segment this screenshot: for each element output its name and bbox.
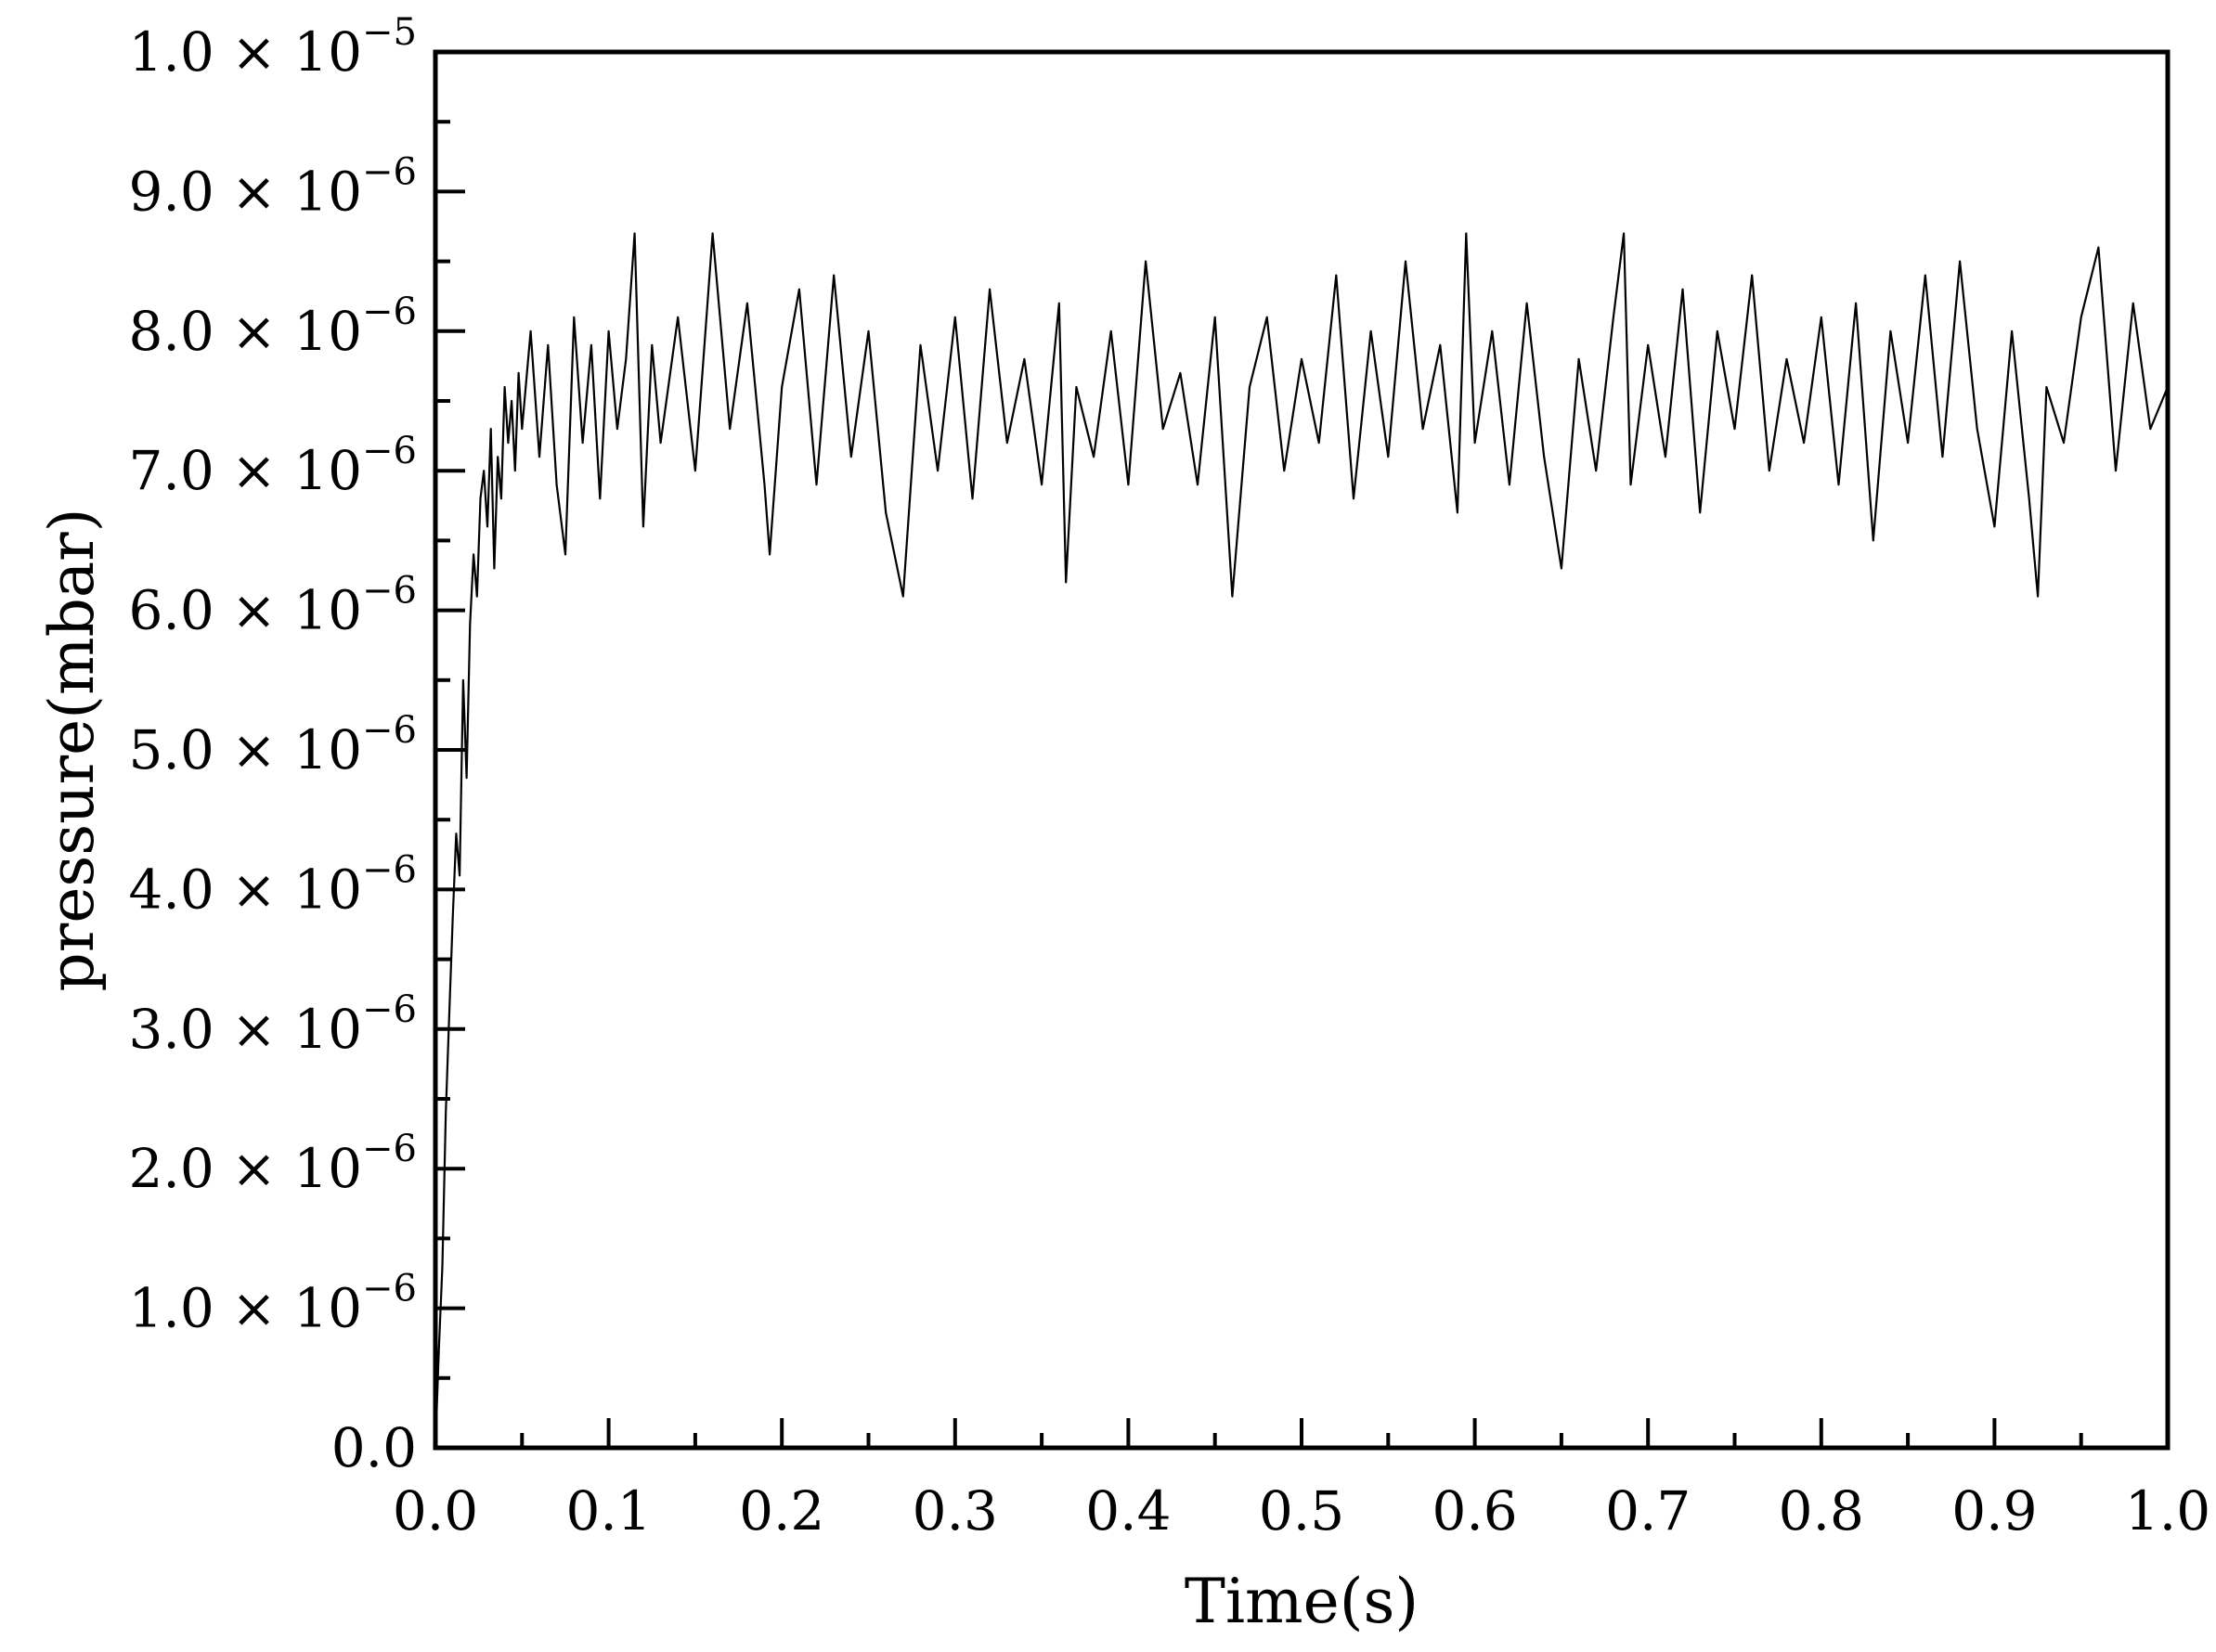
x-tick-label: 0.3 <box>913 1479 998 1542</box>
x-tick-label: 0.6 <box>1432 1479 1517 1542</box>
y-tick-label: 4.0 × 10−6 <box>129 848 417 921</box>
y-tick-label: 3.0 × 10−6 <box>129 988 417 1061</box>
x-tick-label: 0.9 <box>1951 1479 2037 1542</box>
y-tick-label: 7.0 × 10−6 <box>129 430 417 502</box>
y-tick-label: 2.0 × 10−6 <box>129 1128 417 1200</box>
y-tick-label: 1.0 × 10−6 <box>129 1268 417 1340</box>
x-tick-label: 0.4 <box>1085 1479 1171 1542</box>
chart-marks: 0.0 0.1 0.2 0.3 0.4 0.5 0.6 0.7 0.8 0.9 1.0 0.0 1.0 … <box>129 11 2211 1542</box>
x-tick-label: 0.7 <box>1605 1479 1691 1542</box>
y-tick-label: 1.0 × 10−5 <box>129 11 417 84</box>
y-tick-label: 5.0 × 10−6 <box>129 709 417 781</box>
x-tick-label: 1.0 <box>2125 1479 2210 1542</box>
x-tick-label: 0.2 <box>739 1479 824 1542</box>
x-axis-title: Time(s) <box>1185 1566 1419 1637</box>
x-tick-label: 0.1 <box>565 1479 651 1542</box>
y-tick-label: 6.0 × 10−6 <box>129 570 417 642</box>
x-tick-label: 0.5 <box>1259 1479 1344 1542</box>
pressure-series-line <box>434 232 2170 1449</box>
x-tick-label: 0.0 <box>393 1479 478 1542</box>
y-tick-label: 8.0 × 10−6 <box>129 290 417 363</box>
y-axis-title: pressure(mbar) <box>36 509 108 992</box>
plot-frame <box>433 49 2171 1451</box>
y-tick-label: 0.0 <box>331 1416 417 1479</box>
y-tick-label: 9.0 × 10−6 <box>129 150 417 223</box>
x-tick-label: 0.8 <box>1779 1479 1864 1542</box>
